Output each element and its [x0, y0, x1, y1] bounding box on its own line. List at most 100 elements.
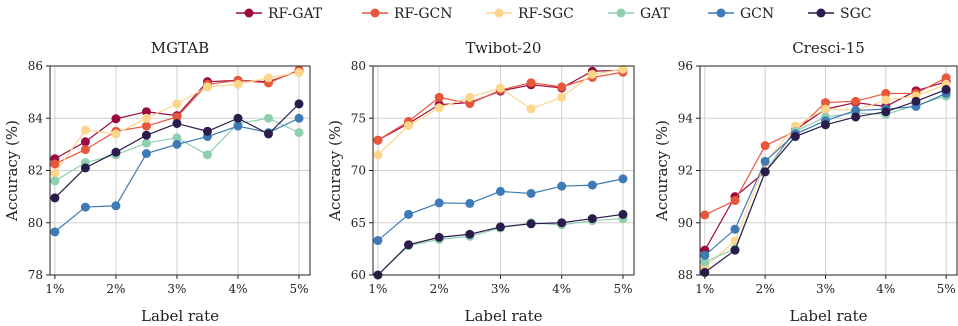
data-point [263, 73, 273, 83]
data-point [760, 167, 770, 177]
x-tick-label: 2% [106, 282, 125, 296]
legend: RF-GAT RF-GCN RF-SGC GAT GCN SGC [236, 6, 872, 22]
x-tick-label: 1% [368, 282, 387, 296]
data-point [373, 150, 383, 160]
chart-title: Twibot-20 [466, 39, 542, 57]
series-sgc [700, 85, 951, 277]
x-tick-label: 4% [876, 282, 895, 296]
data-point [881, 95, 891, 105]
data-point [760, 156, 770, 166]
data-point [80, 125, 90, 135]
data-point [141, 149, 151, 159]
x-tick-label: 3% [491, 282, 510, 296]
data-point [172, 118, 182, 128]
x-tick-label: 3% [167, 282, 186, 296]
data-point [820, 98, 830, 108]
data-point [141, 107, 151, 117]
series-sgc [50, 99, 304, 203]
y-tick-label: 78 [28, 268, 43, 282]
x-tick-label: 2% [756, 282, 775, 296]
data-point [587, 180, 597, 190]
x-tick-label: 4% [552, 282, 571, 296]
legend-item-sgc: SGC [808, 6, 872, 22]
chart-panel-3: 1% 2% 3% 4% 5% 88 90 92 94 96 Cresci-15 Label rate A… [653, 39, 958, 325]
data-point [50, 176, 60, 186]
data-point [790, 132, 800, 142]
data-point [700, 210, 710, 220]
data-point [526, 104, 536, 114]
data-point [141, 138, 151, 148]
data-point [881, 88, 891, 98]
data-point [80, 145, 90, 155]
chart-panel-2: 1% 2% 3% 4% 5% 60 65 70 75 80 Twibot-20 Label rate A… [326, 39, 635, 325]
legend-item-rf-sgc: RF-SGC [486, 6, 574, 22]
data-point [233, 113, 243, 123]
series-rf-sgc [373, 64, 628, 160]
data-point [111, 201, 121, 211]
legend-marker [816, 8, 826, 18]
data-point [141, 121, 151, 131]
data-point [618, 209, 628, 219]
data-point [700, 257, 710, 267]
legend-marker [244, 8, 254, 18]
y-axis-label: Accuracy (%) [326, 120, 344, 222]
data-point [50, 159, 60, 169]
data-point [294, 68, 304, 78]
data-point [557, 181, 567, 191]
data-point [587, 214, 597, 224]
data-point [851, 96, 861, 106]
legend-label: RF-GAT [268, 6, 323, 22]
legend-item-rf-gcn: RF-GCN [362, 6, 453, 22]
data-point [495, 83, 505, 93]
y-tick-label: 94 [678, 111, 694, 125]
y-tick-label: 88 [678, 268, 693, 282]
data-point [465, 99, 475, 109]
data-point [730, 196, 740, 206]
data-point [526, 78, 536, 88]
x-tick-label: 3% [816, 282, 835, 296]
data-point [263, 113, 273, 123]
legend-marker [494, 8, 504, 18]
legend-marker [616, 8, 626, 18]
data-point [50, 227, 60, 237]
data-point [80, 163, 90, 173]
data-point [557, 92, 567, 102]
data-point [50, 193, 60, 203]
data-point [172, 99, 182, 109]
legend-marker [370, 8, 380, 18]
data-point [434, 92, 444, 102]
x-axis-label: Label rate [141, 307, 219, 325]
y-tick-label: 96 [678, 59, 693, 73]
data-point [557, 218, 567, 228]
data-point [172, 133, 182, 143]
data-point [80, 202, 90, 212]
data-point [233, 121, 243, 131]
data-point [294, 113, 304, 123]
data-point [202, 82, 212, 92]
x-tick-label: 4% [228, 282, 247, 296]
y-tick-label: 82 [28, 164, 43, 178]
data-point [202, 126, 212, 136]
chart-panels: 1% 2% 3% 4% 5% 78 80 82 84 86 MGTAB Label rate Accur… [3, 39, 958, 325]
data-point [172, 112, 182, 122]
data-point [526, 188, 536, 198]
y-tick-label: 65 [351, 216, 366, 230]
data-point [851, 105, 861, 115]
data-point [404, 240, 414, 250]
data-point [434, 198, 444, 208]
data-point [820, 104, 830, 114]
data-point [263, 129, 273, 139]
data-point [202, 150, 212, 160]
data-point [495, 186, 505, 196]
y-tick-label: 60 [351, 268, 366, 282]
data-point [373, 135, 383, 145]
y-tick-label: 90 [678, 216, 693, 230]
y-tick-label: 92 [678, 164, 693, 178]
data-point [851, 112, 861, 122]
y-tick-label: 86 [28, 59, 43, 73]
y-tick-label: 84 [28, 111, 44, 125]
x-axis-label: Label rate [465, 307, 543, 325]
data-point [465, 92, 475, 102]
legend-label: RF-SGC [518, 6, 574, 22]
